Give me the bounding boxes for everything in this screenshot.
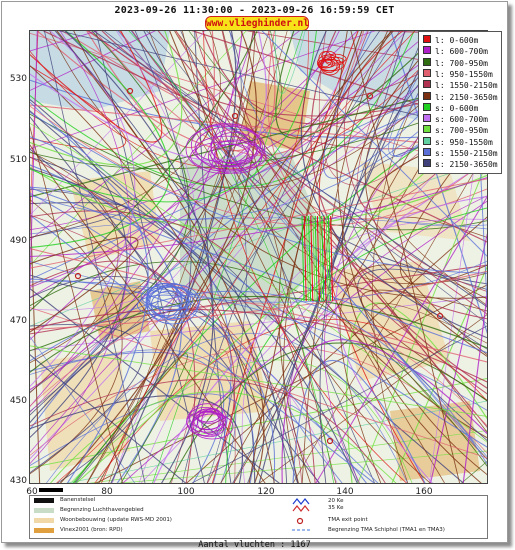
legend-entry: l: 2150-3650m: [423, 91, 498, 102]
exit-point-icon: [296, 517, 304, 525]
legend-swatch: [423, 46, 431, 55]
y-tick-label: 450: [9, 396, 27, 406]
legend-label: s: 950-1550m: [435, 137, 493, 147]
legend-entry: s: 0-600m: [423, 102, 479, 113]
legend-label: l: 600-700m: [435, 47, 488, 57]
x-tick-label: 140: [336, 487, 354, 497]
legend-label: Banenstelsel: [60, 497, 96, 503]
x-tick-label: 80: [101, 487, 113, 497]
legend-swatch: [34, 518, 54, 523]
legend-label: l: 700-950m: [435, 58, 488, 68]
legend-label: s: 600-700m: [435, 115, 488, 125]
y-tick-label: 510: [9, 155, 27, 165]
contour-icon: [292, 498, 310, 512]
legend-entry: s: 2150-3650m: [423, 159, 498, 169]
legend-label: s: 700-950m: [435, 126, 488, 136]
legend-swatch: [34, 498, 54, 503]
legend-entry: l: 600-700m: [423, 46, 488, 56]
legend-entry: s: 700-950m: [423, 125, 488, 135]
legend-swatch: [34, 528, 54, 533]
map-legend: Banenstelsel Begrenzing Luchthavengebied…: [29, 495, 488, 539]
legend-label: l: 2150-3650m: [435, 92, 498, 102]
site-badge[interactable]: www.vlieghinder.nl: [205, 16, 309, 31]
legend-label: Woonbebouwing (update RWS-MD 2001): [60, 517, 172, 523]
legend-swatch: [423, 102, 431, 111]
legend-swatch: [423, 57, 431, 66]
map-canvas: [30, 31, 487, 483]
legend-swatch: [423, 148, 431, 156]
y-tick-label: 530: [9, 74, 27, 84]
legend-entry: l: 1550-2150m: [423, 80, 498, 90]
legend-entry: s: 950-1550m: [423, 136, 493, 147]
legend-swatch: [423, 68, 431, 77]
legend-swatch: [423, 80, 431, 89]
legend-swatch: [423, 159, 431, 168]
legend-entry: s: 600-700m: [423, 114, 488, 124]
legend-label: Begrenzing Luchthavengebied: [60, 507, 144, 513]
legend-label: l: 1550-2150m: [435, 81, 498, 91]
y-tick-label: 490: [9, 236, 27, 246]
legend-entry: l: 0-600m: [423, 35, 478, 45]
legend-entry: l: 700-950m: [423, 57, 488, 68]
legend-swatch: [34, 508, 54, 513]
flight-count: Aantal vluchten : 1167: [198, 540, 311, 550]
x-tick-label: 100: [177, 487, 195, 497]
legend-swatch: [423, 114, 431, 123]
scale-bar: [39, 488, 63, 492]
legend-label: 35 Ke: [328, 505, 344, 511]
altitude-legend: l: 0-600m l: 600-700m l: 700-950m l: 950-15…: [418, 31, 502, 174]
x-tick-label: 160: [415, 487, 433, 497]
legend-label: Vinex2001 (bron: RPD): [60, 527, 123, 533]
legend-swatch: [423, 125, 431, 134]
legend-swatch: [423, 35, 431, 43]
legend-swatch: [423, 136, 431, 145]
legend-label: Begrenzing TMA Schiphol (TMA1 en TMA3): [328, 527, 445, 533]
x-tick-label: 120: [257, 487, 275, 497]
legend-entry: s: 1550-2150m: [423, 148, 498, 158]
page-title: 2023-09-26 11:30:00 - 2023-09-26 16:59:5…: [114, 5, 395, 16]
tma-boundary-icon: [292, 529, 310, 531]
legend-label: l: 950-1550m: [435, 69, 493, 79]
legend-label: 20 Ke: [328, 498, 344, 504]
legend-entry: l: 950-1550m: [423, 68, 493, 79]
legend-label: l: 0-600m: [435, 36, 479, 45]
legend-label: s: 0-600m: [435, 103, 479, 113]
legend-label: TMA exit point: [328, 517, 368, 523]
legend-label: s: 2150-3650m: [435, 160, 498, 170]
legend-label: s: 1550-2150m: [435, 149, 498, 158]
flight-track-map[interactable]: [29, 30, 488, 484]
legend-swatch: [423, 91, 431, 100]
x-tick-label: 60: [26, 487, 38, 497]
y-tick-label: 430: [9, 476, 27, 486]
y-tick-label: 470: [9, 316, 27, 326]
